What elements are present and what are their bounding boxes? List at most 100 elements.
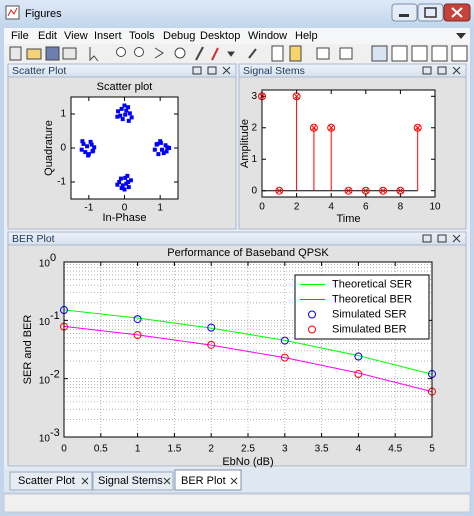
- y-tick-label: -1: [57, 177, 66, 188]
- x-tick-label: 0: [122, 203, 128, 214]
- panel-title: BER Plot: [12, 233, 55, 245]
- x-axis-label: EbNo (dB): [222, 456, 273, 468]
- scatter-point: [126, 180, 131, 184]
- y-tick-label: 10: [39, 317, 51, 328]
- tabs: Scatter Plot Signal Stems BER Plot: [4, 468, 470, 492]
- scatter-point: [127, 111, 132, 116]
- stem-marker: [361, 186, 370, 195]
- scatter-point: [81, 141, 86, 146]
- tab-label[interactable]: Signal Stems: [98, 475, 163, 487]
- axes-frame: [70, 96, 179, 200]
- series-marker: [207, 340, 216, 349]
- tab-active[interactable]: BER Plot: [174, 469, 242, 491]
- x-tick-label: 0: [259, 202, 265, 213]
- scatter-point: [155, 141, 160, 146]
- app-icon: [5, 5, 20, 20]
- tab-label[interactable]: Scatter Plot: [18, 475, 75, 487]
- maximize-button[interactable]: [417, 3, 444, 22]
- stem-marker-cross: [276, 187, 283, 194]
- series-marker: [280, 336, 289, 345]
- panel-title: Scatter Plot: [12, 65, 66, 77]
- scatter-point: [124, 108, 129, 113]
- x-tick-label: 4.5: [388, 444, 402, 455]
- scatter-point: [129, 115, 134, 120]
- menu-item[interactable]: Tools: [129, 30, 155, 42]
- x-tick-label: 5: [429, 444, 435, 455]
- x-tick-label: 4: [328, 202, 334, 213]
- scatter-point: [119, 106, 124, 111]
- stem-marker-cross: [380, 187, 386, 194]
- x-tick-label: 1.5: [167, 444, 181, 455]
- close-button[interactable]: [443, 3, 471, 22]
- menu-item[interactable]: Desktop: [200, 30, 240, 42]
- tab[interactable]: Signal Stems: [92, 471, 174, 491]
- x-tick-label: 6: [363, 202, 369, 213]
- scatter-point: [128, 178, 133, 183]
- chart: 0 2 4 6 8 10 0 1 2 3 Time Amplitude: [239, 89, 441, 225]
- scatter-point: [119, 186, 124, 191]
- scatter-point: [123, 112, 128, 117]
- scatter-point: [122, 103, 127, 108]
- scatter-point: [161, 151, 166, 156]
- tab-label[interactable]: BER Plot: [181, 475, 226, 487]
- x-tick-label: 2: [208, 444, 214, 455]
- scatter-point: [88, 139, 93, 144]
- scatter-point: [126, 105, 131, 110]
- stem-marker: [309, 123, 318, 132]
- scatter-point: [116, 109, 121, 114]
- series-marker: [133, 331, 142, 340]
- scatter-point: [123, 175, 128, 180]
- scatter-point: [120, 117, 125, 122]
- axes-frame: [261, 89, 436, 198]
- axes-background: [262, 90, 435, 197]
- menu-item[interactable]: Window: [248, 30, 287, 42]
- chart: -1 0 1 -1 0 1 Scatter plot In-Phase Quadrature: [43, 81, 179, 224]
- y-axis-label: SER and BER: [22, 315, 34, 385]
- scatter-point: [79, 147, 84, 152]
- toolbar-icons[interactable]: [9, 45, 468, 62]
- y-tick-label: 0: [251, 185, 257, 196]
- y-tick-exponent: -2: [50, 369, 60, 381]
- scatter-point: [91, 148, 96, 153]
- scatter-point: [163, 143, 168, 148]
- minimize-button[interactable]: [391, 3, 418, 22]
- series-marker: [354, 370, 363, 379]
- menu-item[interactable]: Edit: [38, 30, 57, 42]
- menu-item[interactable]: View: [64, 30, 88, 42]
- menu-item[interactable]: File: [11, 30, 29, 42]
- y-axis-label: Quadrature: [43, 120, 55, 176]
- x-axis-label: Time: [336, 213, 360, 225]
- scatter-point: [122, 187, 127, 192]
- menu-overflow[interactable]: [456, 33, 466, 39]
- series-marker: [133, 315, 142, 324]
- y-tick-label: 1: [251, 154, 257, 165]
- scatter-point: [115, 114, 120, 119]
- x-tick-label: 0.5: [94, 444, 108, 455]
- scatter-point: [80, 139, 85, 144]
- menu-item[interactable]: Insert: [94, 30, 122, 42]
- stem-marker: [344, 186, 353, 195]
- x-tick-label: 2.5: [241, 444, 255, 455]
- series-marker: [280, 353, 289, 362]
- menu-item[interactable]: Debug: [163, 30, 195, 42]
- series-line: [63, 325, 433, 393]
- menu-item[interactable]: Help: [295, 30, 318, 42]
- scatter-point: [118, 176, 123, 181]
- scatter-point: [164, 149, 169, 154]
- stem-marker-cross: [328, 124, 335, 131]
- tab[interactable]: Scatter Plot: [9, 471, 93, 491]
- y-tick-exponent: -1: [50, 310, 60, 322]
- stem-marker-cross: [414, 124, 421, 131]
- legend-swatch: [308, 325, 316, 334]
- scatter-point: [156, 152, 161, 157]
- panel-controls[interactable]: [192, 66, 461, 243]
- scatter-point: [86, 153, 91, 158]
- scatter-point: [89, 142, 94, 147]
- scatter-point: [115, 182, 120, 187]
- scatter-point: [117, 180, 122, 184]
- stem-marker-cross: [293, 93, 300, 100]
- legend-swatch: [308, 310, 316, 319]
- y-axis-label: Amplitude: [239, 119, 251, 168]
